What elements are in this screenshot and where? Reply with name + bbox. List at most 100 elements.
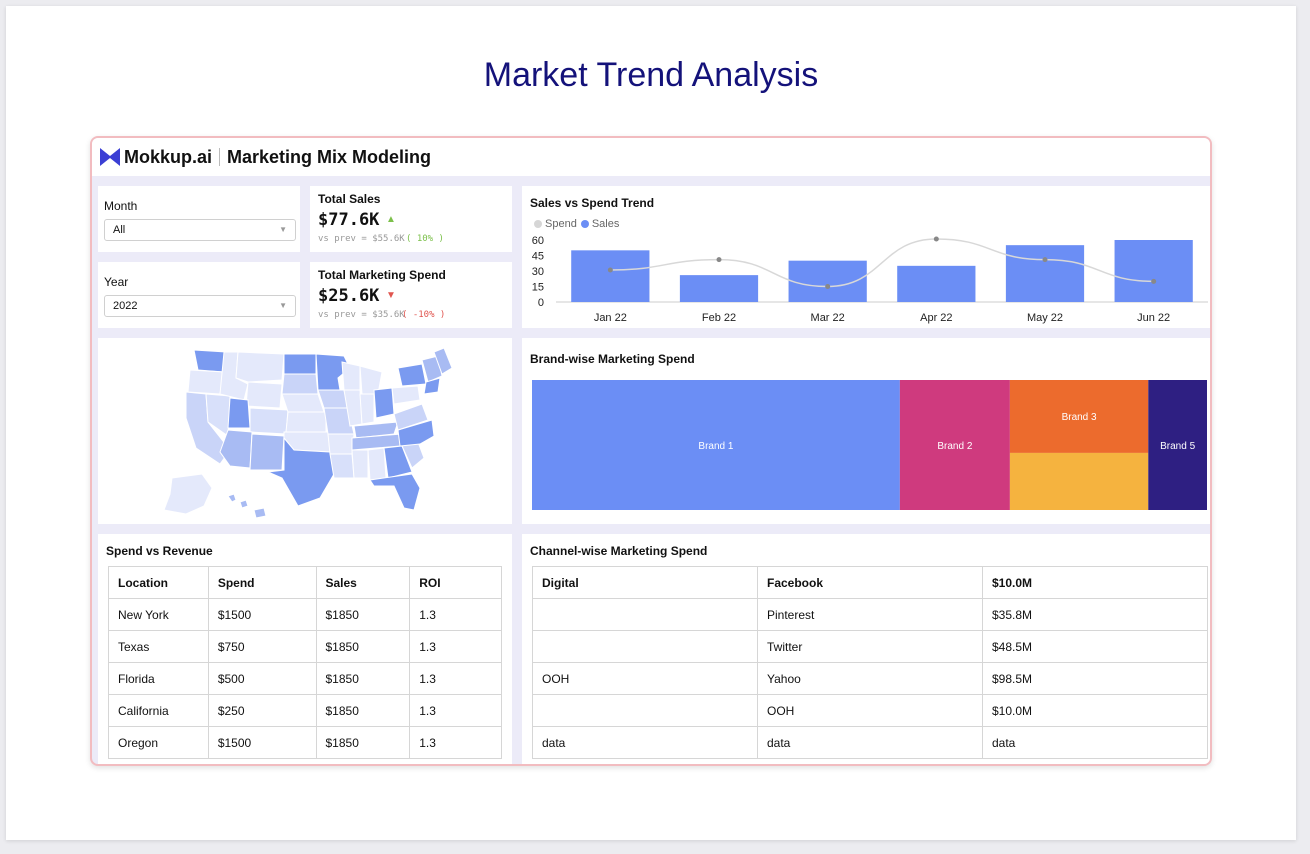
column-header: $10.0M bbox=[982, 566, 1208, 599]
spend-line bbox=[610, 238, 1154, 288]
sales-bar[interactable] bbox=[679, 275, 759, 302]
year-select[interactable]: 2022 ▼ bbox=[104, 295, 296, 317]
map-state-virginia[interactable] bbox=[393, 403, 429, 431]
treemap-cell-brand-1[interactable] bbox=[532, 380, 900, 510]
legend-swatch-spend bbox=[534, 220, 542, 228]
map-state-alaska[interactable] bbox=[163, 473, 213, 515]
treemap-cell-brand-2[interactable] bbox=[899, 380, 1010, 510]
map-state-wisconsin[interactable] bbox=[341, 361, 361, 391]
treemap-cell-brand-3[interactable] bbox=[1009, 380, 1149, 453]
map-state-georgia[interactable] bbox=[383, 445, 413, 479]
table-cell: 1.3 bbox=[409, 694, 502, 727]
spend-point[interactable] bbox=[716, 257, 722, 263]
map-state-washington[interactable] bbox=[193, 349, 227, 373]
map-state-south-dakota[interactable] bbox=[281, 373, 319, 395]
kpi-value: $77.6K bbox=[318, 210, 380, 230]
map-state-north-carolina[interactable] bbox=[397, 419, 435, 447]
table-cell bbox=[532, 694, 758, 727]
x-tick-label: Jan 22 bbox=[594, 312, 627, 324]
legend-label-sales: Sales bbox=[591, 218, 620, 230]
map-state-ohio[interactable] bbox=[373, 387, 395, 419]
table-cell: Oregon bbox=[108, 726, 209, 759]
table-cell: $10.0M bbox=[982, 694, 1208, 727]
spend-point[interactable] bbox=[825, 284, 831, 289]
table-cell: $35.8M bbox=[982, 598, 1208, 631]
map-state-colorado[interactable] bbox=[249, 407, 289, 435]
month-label: Month bbox=[104, 199, 138, 213]
map-state-hawaii[interactable] bbox=[227, 493, 267, 519]
sales-spend-chart: 60 45 30 15 0 Jan 22 Feb 22 Mar 22 Apr 22 May 22 J… bbox=[532, 235, 1208, 324]
kpi-prev-label: vs prev = bbox=[318, 310, 367, 320]
table-cell bbox=[532, 630, 758, 663]
table-title: Spend vs Revenue bbox=[106, 544, 213, 558]
sales-bar[interactable] bbox=[571, 250, 650, 302]
map-state-new-york[interactable] bbox=[397, 363, 427, 387]
table-cell: $250 bbox=[207, 694, 317, 727]
map-state-new-mexico[interactable] bbox=[249, 433, 285, 471]
table-cell: $48.5M bbox=[982, 630, 1208, 663]
table-cell: $98.5M bbox=[982, 662, 1208, 695]
brand-treemap-card: Brand-wise Marketing Spend Brand 1 Brand … bbox=[522, 338, 1210, 524]
kpi-change: ( 10% ) bbox=[406, 234, 444, 244]
x-tick-label: Jun 22 bbox=[1137, 312, 1170, 324]
kpi-title: Total Sales bbox=[318, 192, 381, 206]
x-tick-label: May 22 bbox=[1027, 312, 1063, 324]
map-state-new-england[interactable] bbox=[423, 377, 441, 395]
map-state-oregon[interactable] bbox=[187, 369, 225, 395]
map-state-kansas[interactable] bbox=[285, 411, 327, 433]
map-state-alabama[interactable] bbox=[367, 447, 387, 481]
spend-point[interactable] bbox=[933, 236, 939, 242]
map-state-vermont-nh[interactable] bbox=[421, 355, 443, 383]
sales-bar[interactable] bbox=[1005, 245, 1085, 302]
map-state-kentucky[interactable] bbox=[353, 421, 399, 439]
spend-revenue-table: Location Spend Sales ROI New York $1500 $1850… bbox=[108, 566, 502, 759]
map-state-wyoming[interactable] bbox=[245, 381, 283, 409]
map-state-mississippi[interactable] bbox=[351, 449, 369, 479]
spend-point[interactable] bbox=[1151, 278, 1157, 284]
kpi-prev-label: vs prev = bbox=[318, 234, 367, 244]
map-state-iowa[interactable] bbox=[317, 389, 349, 409]
spend-point[interactable] bbox=[1042, 257, 1048, 263]
kpi-prev: vs prev = $35.6K bbox=[318, 310, 405, 320]
map-state-utah[interactable] bbox=[227, 397, 251, 429]
table-row: New York $1500 $1850 1.3 bbox=[108, 598, 502, 631]
map-state-north-dakota[interactable] bbox=[283, 353, 317, 375]
map-state-florida[interactable] bbox=[369, 473, 421, 511]
map-state-montana[interactable] bbox=[235, 351, 285, 383]
table-cell: $1500 bbox=[207, 598, 317, 631]
y-tick-label: 30 bbox=[532, 266, 544, 278]
table-cell: 1.3 bbox=[409, 662, 502, 695]
sales-bar[interactable] bbox=[1114, 240, 1193, 302]
treemap-cell-brand-5[interactable] bbox=[1148, 380, 1207, 510]
table-row: California $250 $1850 1.3 bbox=[108, 694, 502, 727]
table-cell: $1850 bbox=[315, 726, 411, 759]
table-cell: data bbox=[757, 726, 983, 759]
kpi-change: ( -10% ) bbox=[402, 310, 446, 320]
table-row: OOH $10.0M bbox=[532, 694, 1208, 727]
map-state-arizona[interactable] bbox=[219, 429, 253, 469]
x-tick-label: Mar 22 bbox=[811, 312, 845, 324]
month-select[interactable]: All ▼ bbox=[104, 219, 296, 241]
dashboard-header: Mokkup.ai Marketing Mix Modeling bbox=[92, 138, 1210, 176]
spend-point[interactable] bbox=[607, 267, 613, 273]
table-cell: $500 bbox=[207, 662, 317, 695]
table-row: Oregon $1500 $1850 1.3 bbox=[108, 726, 502, 759]
dashboard-title: Marketing Mix Modeling bbox=[227, 146, 432, 167]
table-cell: $1850 bbox=[315, 694, 411, 727]
kpi-total-sales: Total Sales $77.6K ▲ vs prev = $55.6K ( … bbox=[310, 186, 512, 252]
treemap-label: Brand 3 bbox=[1062, 412, 1097, 423]
map-state-indiana[interactable] bbox=[359, 393, 375, 425]
table-cell: $1850 bbox=[315, 662, 411, 695]
map-state-pennsylvania[interactable] bbox=[391, 385, 421, 405]
map-state-arkansas[interactable] bbox=[327, 433, 355, 455]
sales-bar[interactable] bbox=[897, 265, 976, 302]
map-state-maine[interactable] bbox=[433, 347, 453, 375]
map-state-nebraska[interactable] bbox=[281, 393, 325, 413]
map-state-louisiana[interactable] bbox=[329, 453, 355, 479]
treemap-cell-brand-4[interactable] bbox=[1009, 452, 1149, 510]
chart-title: Brand-wise Marketing Spend bbox=[530, 352, 695, 366]
y-tick-label: 45 bbox=[532, 251, 544, 263]
table-row: data data data bbox=[532, 726, 1208, 759]
table-cell: New York bbox=[108, 598, 209, 631]
map-state-texas[interactable] bbox=[266, 436, 335, 507]
